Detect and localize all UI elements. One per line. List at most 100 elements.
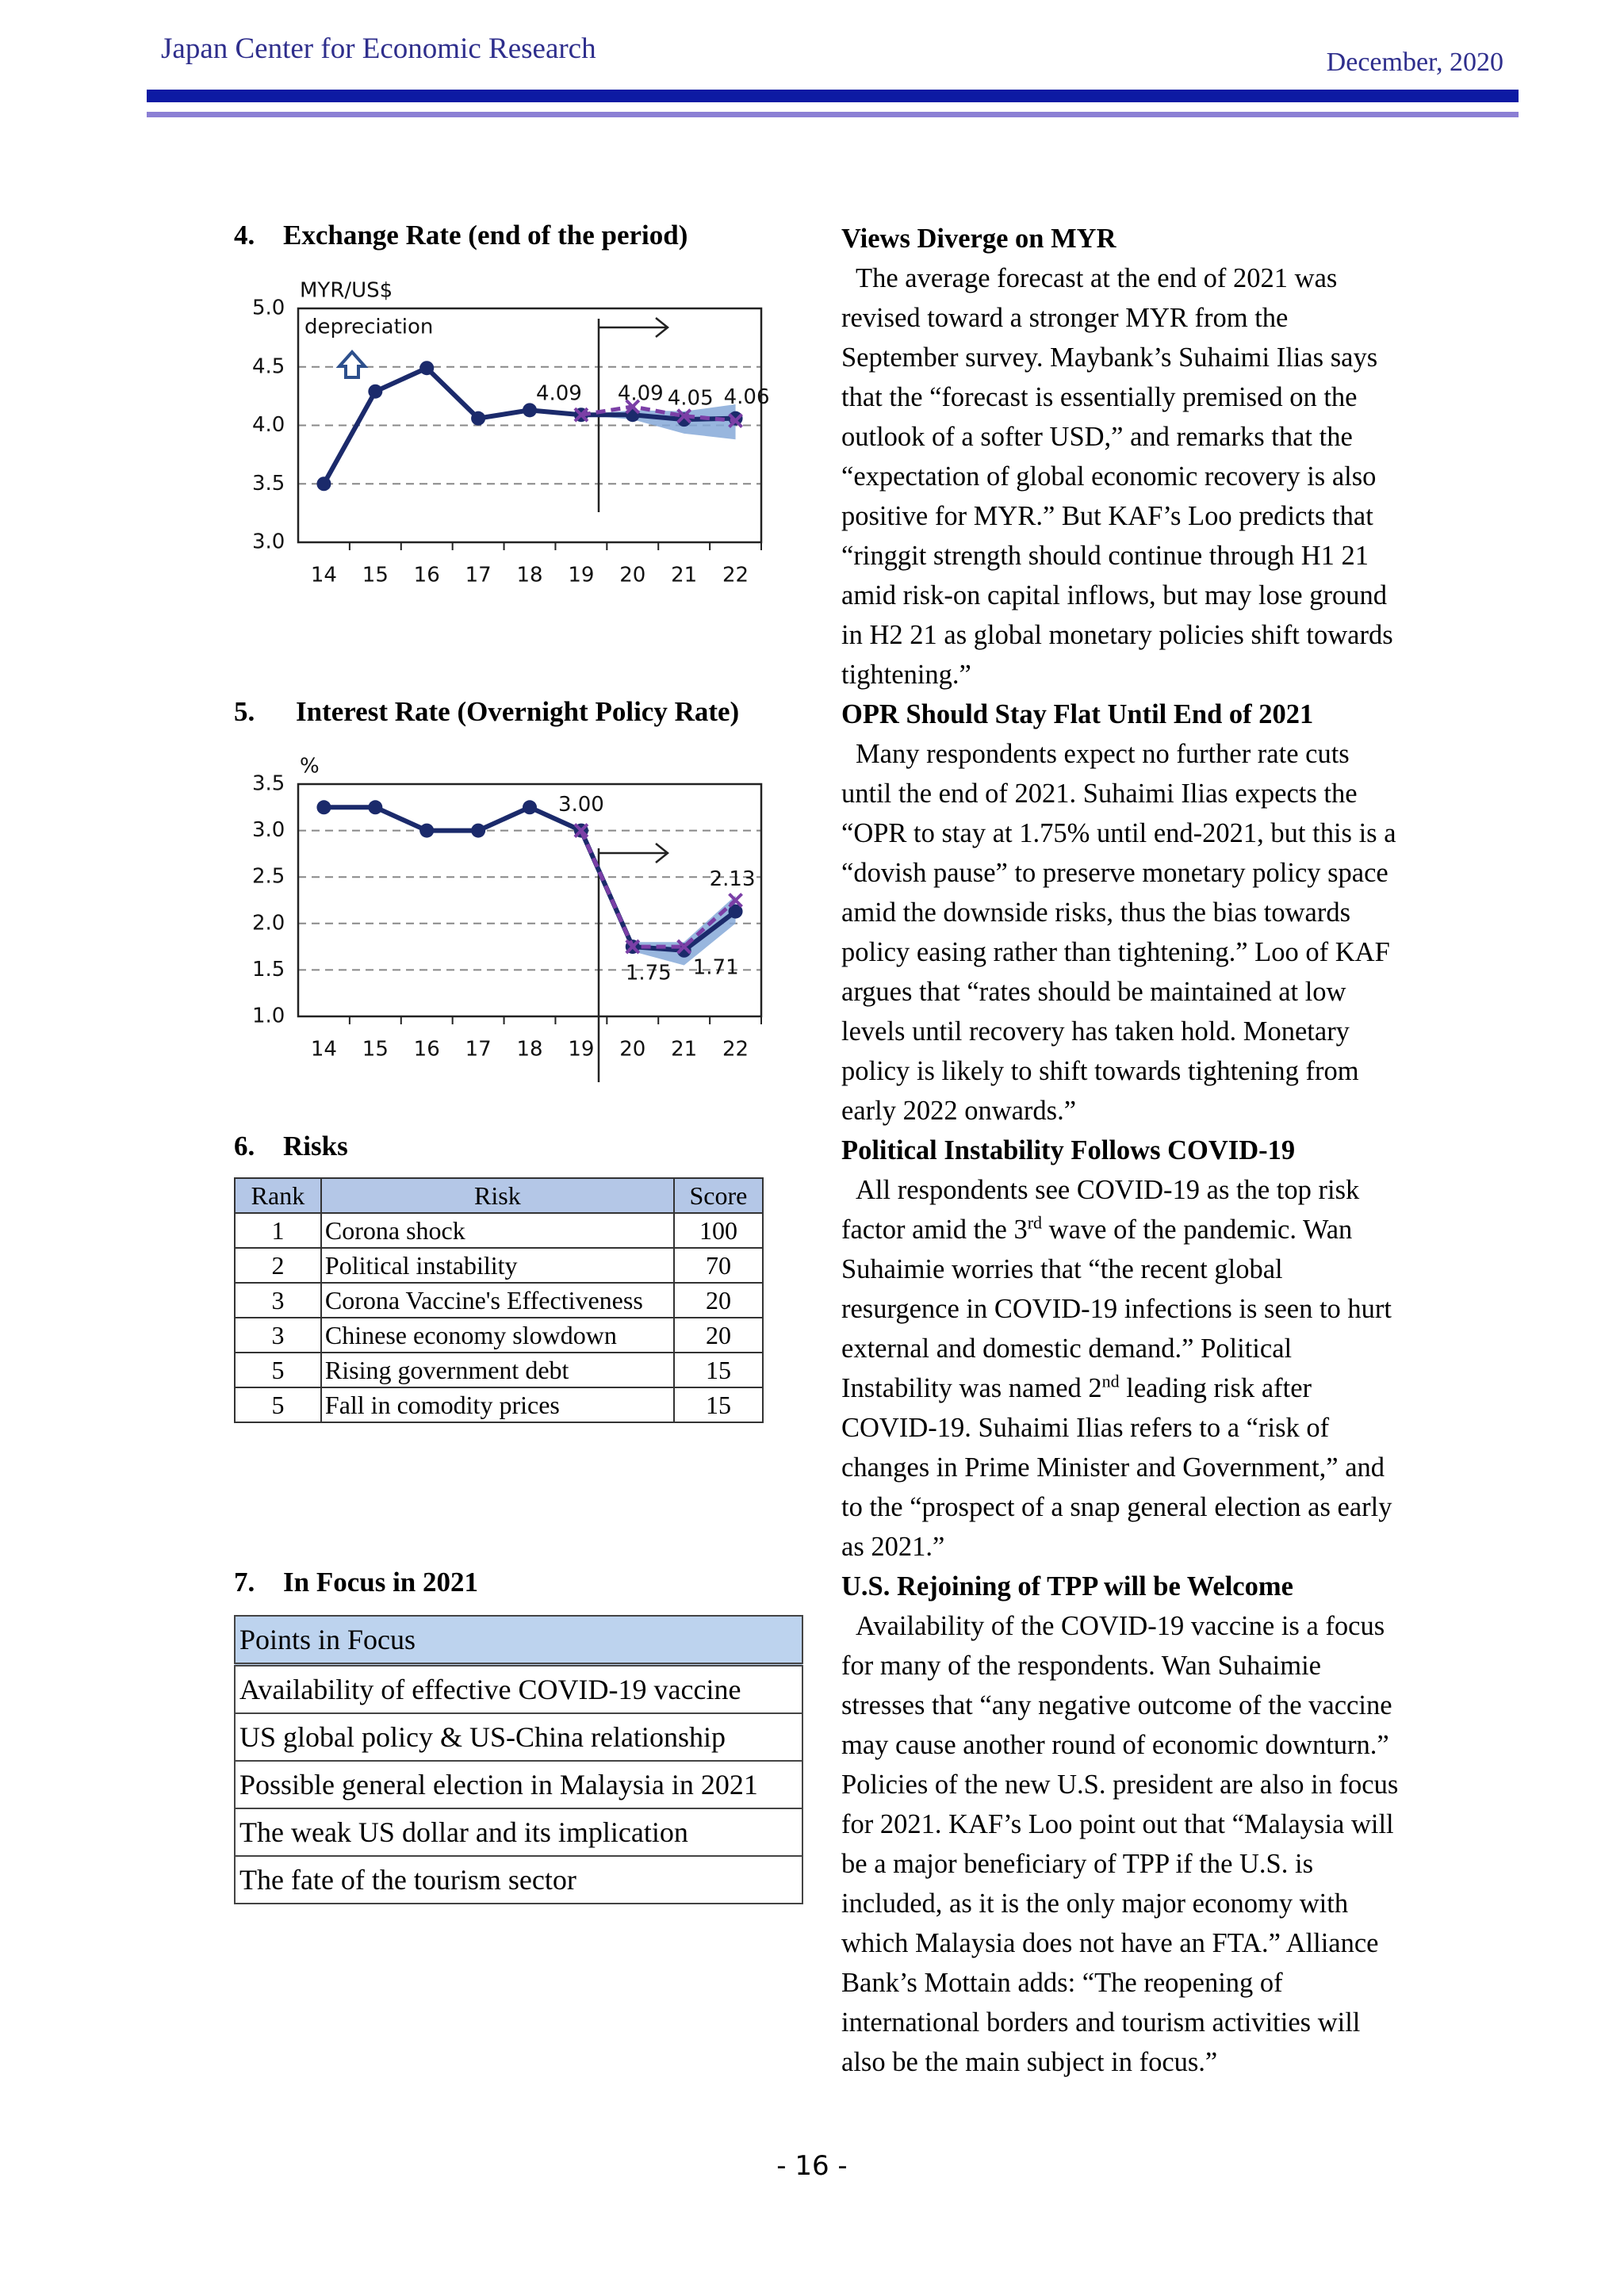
- y-tick-label: 2.5: [252, 865, 285, 889]
- text-run: Many respondents expect no further rate …: [841, 739, 1396, 1126]
- header-rule: [147, 112, 1519, 117]
- exchange-rate-chart: 3.0 3.5 4.0 4.5 5.0 14 15 16 17 18 19 20 21 22 MYR/US$…: [252, 279, 770, 587]
- x-tick-label: 21: [671, 1038, 697, 1062]
- x-tick-label: 19: [568, 564, 594, 587]
- table-cell: Possible general election in Malaysia in…: [234, 1760, 803, 1809]
- data-label: 4.06: [724, 385, 770, 409]
- table-cell: 15: [672, 1387, 764, 1423]
- data-point: [471, 823, 486, 838]
- article: Views Diverge on MYR The average forecast…: [841, 219, 1406, 2082]
- x-tick-label: 18: [516, 1038, 542, 1062]
- data-marker: [573, 823, 589, 839]
- header-rule: [147, 90, 1519, 102]
- data-point: [368, 384, 383, 399]
- y-tick-label: 3.0: [252, 818, 285, 842]
- data-marker: [676, 408, 692, 424]
- x-tick-label: 15: [362, 564, 389, 587]
- section-number: 7.: [234, 1567, 255, 1598]
- table-cell: US global policy & US-China relationship: [234, 1712, 803, 1762]
- article-heading: U.S. Rejoining of TPP will be Welcome: [841, 1571, 1293, 1601]
- table-cell: Availability of effective COVID-19 vacci…: [234, 1663, 803, 1714]
- y-tick-label: 1.0: [252, 1004, 285, 1028]
- table-row: 5 Fall in comodity prices 15: [234, 1387, 764, 1423]
- table-cell: Corona Vaccine's Effectiveness: [320, 1282, 675, 1318]
- x-tick-label: 15: [362, 1038, 389, 1062]
- section-number: 5.: [234, 696, 255, 727]
- data-label: 1.71: [693, 955, 739, 979]
- x-tick-label: 20: [619, 1038, 645, 1062]
- text-run: leading risk after COVID-19. Suhaimi Ili…: [841, 1373, 1392, 1562]
- table-header-row: Points in Focus: [234, 1615, 803, 1667]
- data-point: [316, 476, 331, 492]
- x-tick-label: 22: [722, 1038, 749, 1062]
- focus-table: Points in Focus Availability of effective…: [234, 1615, 803, 1904]
- x-tick-label: 20: [619, 564, 645, 587]
- table-cell: 1: [234, 1212, 322, 1249]
- y-tick-label: 4.5: [252, 354, 285, 378]
- x-tick-label: 14: [311, 1038, 337, 1062]
- table-row: 3 Chinese economy slowdown 20: [234, 1317, 764, 1353]
- x-tick-label: 16: [414, 1038, 440, 1062]
- section-number: 4.: [234, 220, 255, 251]
- section-heading: 4. Exchange Rate (end of the period): [234, 220, 688, 251]
- table-header-row: Rank Risk Score: [234, 1177, 764, 1214]
- data-label: 2.13: [710, 867, 756, 891]
- table-row: Availability of effective COVID-19 vacci…: [234, 1663, 803, 1714]
- section-title: Exchange Rate (end of the period): [283, 220, 688, 251]
- table-cell: Chinese economy slowdown: [320, 1317, 675, 1353]
- table-cell: 3: [234, 1282, 322, 1318]
- x-tick-label: 17: [465, 1038, 492, 1062]
- page-number: - 16 -: [776, 2150, 848, 2182]
- text-run: All respondents see COVID-19 as the top …: [841, 1175, 1360, 1245]
- y-tick-label: 4.0: [252, 413, 285, 437]
- table-row: 2 Political instability 70: [234, 1247, 764, 1284]
- table-cell: 5: [234, 1387, 322, 1423]
- table-cell: Corona shock: [320, 1212, 675, 1249]
- table-row: 5 Rising government debt 15: [234, 1352, 764, 1388]
- series-line: [580, 404, 736, 423]
- table-cell: 5: [234, 1352, 322, 1388]
- y-tick-label: 5.0: [252, 297, 285, 320]
- x-tick-label: 18: [516, 564, 542, 587]
- article-heading: Political Instability Follows COVID-19: [841, 1135, 1296, 1165]
- table-cell: Rising government debt: [320, 1352, 675, 1388]
- y-tick-label: 2.0: [252, 911, 285, 935]
- section-heading: 5. Interest Rate (Overnight Policy Rate): [234, 696, 739, 728]
- text-run: Availability of the COVID-19 vaccine is …: [841, 1611, 1399, 2077]
- article-paragraph: The average forecast at the end of 2021 …: [841, 258, 1406, 695]
- data-label: 3.00: [558, 793, 604, 817]
- data-point: [419, 361, 435, 376]
- table-cell: The fate of the tourism sector: [234, 1855, 803, 1904]
- unit-label: MYR/US$: [300, 279, 393, 303]
- forecast-arrow: [599, 843, 670, 863]
- section-title: In Focus in 2021: [283, 1567, 479, 1598]
- table-row: The fate of the tourism sector: [234, 1855, 803, 1904]
- article-heading: Views Diverge on MYR: [841, 224, 1116, 254]
- x-tick-label: 17: [465, 564, 492, 587]
- table-cell: 100: [672, 1212, 764, 1249]
- x-tick-label: 19: [568, 1038, 594, 1062]
- data-marker: [625, 939, 641, 955]
- article-heading: OPR Should Stay Flat Until End of 2021: [841, 699, 1314, 729]
- x-tick-label: 16: [414, 564, 440, 587]
- article-paragraph: All respondents see COVID-19 as the top …: [841, 1170, 1406, 1567]
- table-cell: 2: [234, 1247, 322, 1284]
- y-tick-label: 3.5: [252, 472, 285, 496]
- risk-table: Rank Risk Score 1 Corona shock 100 2 Political …: [234, 1177, 764, 1423]
- series-line: [579, 829, 737, 949]
- column-header: Score: [672, 1177, 764, 1214]
- table-cell: 70: [672, 1247, 764, 1284]
- x-tick-label: 22: [722, 564, 749, 587]
- table-cell: Fall in comodity prices: [320, 1387, 675, 1423]
- data-point: [316, 800, 331, 815]
- data-point: [523, 800, 537, 815]
- table-row: US global policy & US-China relationship: [234, 1712, 803, 1762]
- article-paragraph: Availability of the COVID-19 vaccine is …: [841, 1606, 1406, 2082]
- text-run: wave of the pandemic. Wan Suhaimie worri…: [841, 1215, 1392, 1403]
- section-heading: 7. In Focus in 2021: [234, 1567, 478, 1598]
- table-row: The weak US dollar and its implication: [234, 1808, 803, 1857]
- table-row: 1 Corona shock 100: [234, 1212, 764, 1249]
- plot-frame: [297, 307, 763, 544]
- y-tick-label: 3.0: [252, 530, 285, 554]
